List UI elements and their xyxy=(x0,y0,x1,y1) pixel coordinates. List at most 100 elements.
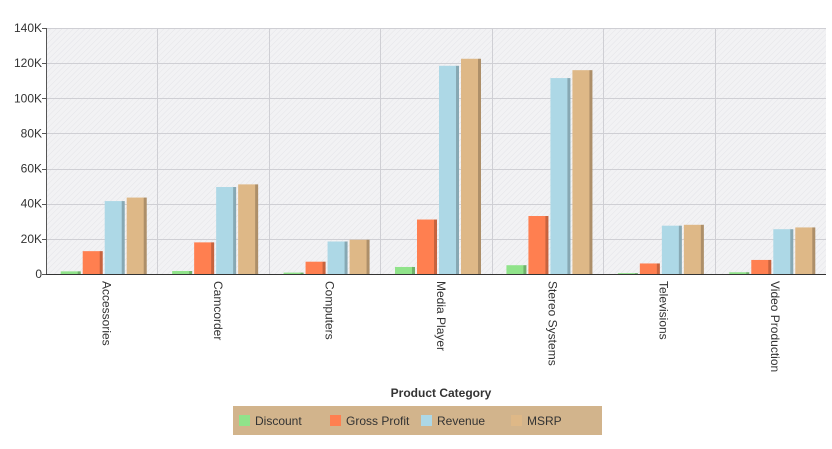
bar-shade xyxy=(189,271,193,274)
bar-discount-1 xyxy=(172,271,193,274)
bar-fill xyxy=(60,271,81,274)
bar-discount-3 xyxy=(395,266,415,274)
bar-fill xyxy=(238,184,259,274)
bar-gross-profit-6 xyxy=(751,259,772,274)
bar-revenue-6 xyxy=(773,229,794,274)
y-tick-label-6: 120K xyxy=(14,56,42,70)
bar-gross-profit-2 xyxy=(305,261,326,274)
x-axis-title: Product Category xyxy=(391,386,492,400)
bar-shade xyxy=(656,263,660,274)
bar-fill xyxy=(439,65,459,275)
bar-fill xyxy=(327,241,348,274)
x-tick-label-2: Computers xyxy=(322,281,336,340)
bar-shade xyxy=(77,271,81,274)
legend-label: Discount xyxy=(255,414,302,428)
legend-swatch xyxy=(239,415,250,426)
bar-discount-4 xyxy=(506,265,527,274)
legend-item-discount: Discount xyxy=(239,414,302,428)
legend: Discount Gross Profit Revenue MSRP xyxy=(233,406,602,435)
bar-shade xyxy=(233,187,237,274)
x-axis-ticks: Accessories Camcorder Computers Media Playe… xyxy=(100,281,783,372)
bar-fill xyxy=(550,78,571,274)
y-tick-label-7: 140K xyxy=(14,21,42,35)
bar-fill xyxy=(683,224,704,274)
legend-label: MSRP xyxy=(527,414,562,428)
bar-revenue-0 xyxy=(104,201,125,274)
bar-fill xyxy=(395,266,415,274)
bar-shade xyxy=(255,184,259,274)
bar-fill xyxy=(417,219,437,274)
bar-discount-6 xyxy=(729,272,750,274)
bar-msrp-2 xyxy=(349,239,370,274)
y-tick-label-1: 20K xyxy=(21,232,42,246)
bar-shade xyxy=(790,229,794,274)
x-tick-label-0: Accessories xyxy=(100,281,114,346)
bar-msrp-4 xyxy=(572,70,593,275)
legend-swatch xyxy=(330,415,341,426)
bar-fill xyxy=(773,229,794,274)
bar-shade xyxy=(344,241,348,274)
bar-revenue-1 xyxy=(216,187,237,274)
legend-item-msrp: MSRP xyxy=(511,414,562,428)
bar-fill xyxy=(506,265,527,274)
bar-gross-profit-5 xyxy=(639,263,660,274)
bar-shade xyxy=(567,78,571,274)
bar-fill xyxy=(194,242,215,274)
y-tick-label-0: 0 xyxy=(35,267,42,281)
axes xyxy=(46,28,826,275)
bar-fill xyxy=(349,239,370,274)
bar-fill xyxy=(104,201,125,274)
bars xyxy=(60,58,816,275)
bar-shade xyxy=(678,225,682,274)
bar-shade xyxy=(478,58,481,274)
bar-gross-profit-3 xyxy=(417,219,437,274)
bar-fill xyxy=(661,225,682,274)
bar-shade xyxy=(366,239,370,274)
bar-fill xyxy=(729,272,750,274)
bar-revenue-2 xyxy=(327,241,348,274)
bar-discount-2 xyxy=(283,272,304,274)
y-tick-label-5: 100K xyxy=(14,91,42,105)
legend-label: Revenue xyxy=(437,414,485,428)
bar-shade xyxy=(412,266,415,274)
bar-shade xyxy=(634,273,638,274)
bar-shade xyxy=(768,259,772,274)
x-tick-label-5: Televisions xyxy=(657,281,671,340)
bar-fill xyxy=(795,227,816,274)
bar-fill xyxy=(572,70,593,275)
bar-shade xyxy=(700,224,704,274)
bar-fill xyxy=(617,273,638,274)
bar-fill xyxy=(216,187,237,274)
bar-gross-profit-1 xyxy=(194,242,215,274)
x-tick-label-1: Camcorder xyxy=(211,281,225,340)
bar-revenue-3 xyxy=(439,65,459,275)
y-tick-label-3: 60K xyxy=(21,162,42,176)
bar-shade xyxy=(746,272,750,274)
bar-fill xyxy=(172,271,193,274)
bar-gross-profit-4 xyxy=(528,216,549,274)
x-tick-label-4: Stereo Systems xyxy=(545,281,559,366)
bar-msrp-3 xyxy=(461,58,481,274)
bar-shade xyxy=(812,227,816,274)
bar-fill xyxy=(305,261,326,274)
bar-revenue-5 xyxy=(661,225,682,274)
legend-label: Gross Profit xyxy=(346,414,410,428)
bar-discount-0 xyxy=(60,271,81,274)
bar-fill xyxy=(528,216,549,274)
y-tick-label-2: 40K xyxy=(21,197,42,211)
bar-fill xyxy=(639,263,660,274)
legend-item-gross-profit: Gross Profit xyxy=(330,414,410,428)
x-tick-label-3: Media Player xyxy=(434,281,448,351)
bar-fill xyxy=(751,259,772,274)
bar-shade xyxy=(456,65,459,275)
bar-msrp-5 xyxy=(683,224,704,274)
bar-shade xyxy=(143,197,147,274)
bar-shade xyxy=(545,216,549,274)
legend-swatch xyxy=(511,415,522,426)
y-axis-ticks: 0 20K 40K 60K 80K 100K 120K 140K xyxy=(14,21,46,281)
bar-shade xyxy=(434,219,437,274)
bar-fill xyxy=(461,58,481,274)
bar-fill xyxy=(126,197,147,274)
bar-shade xyxy=(589,70,593,275)
